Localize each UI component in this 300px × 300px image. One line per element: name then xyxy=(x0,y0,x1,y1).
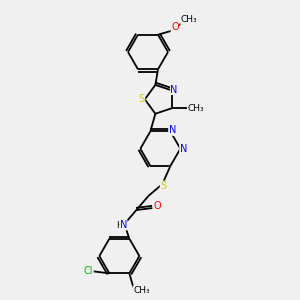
Text: S: S xyxy=(139,94,145,104)
Text: N: N xyxy=(169,125,176,135)
Text: CH₃: CH₃ xyxy=(133,286,150,295)
Text: Cl: Cl xyxy=(84,266,93,276)
Text: N: N xyxy=(180,144,187,154)
Text: CH₃: CH₃ xyxy=(181,15,197,24)
Text: CH₃: CH₃ xyxy=(188,103,205,112)
Text: S: S xyxy=(160,181,167,191)
Text: N: N xyxy=(120,220,127,230)
Text: O: O xyxy=(154,201,161,211)
Text: H: H xyxy=(116,220,123,230)
Text: O: O xyxy=(171,22,179,32)
Text: N: N xyxy=(170,85,178,94)
